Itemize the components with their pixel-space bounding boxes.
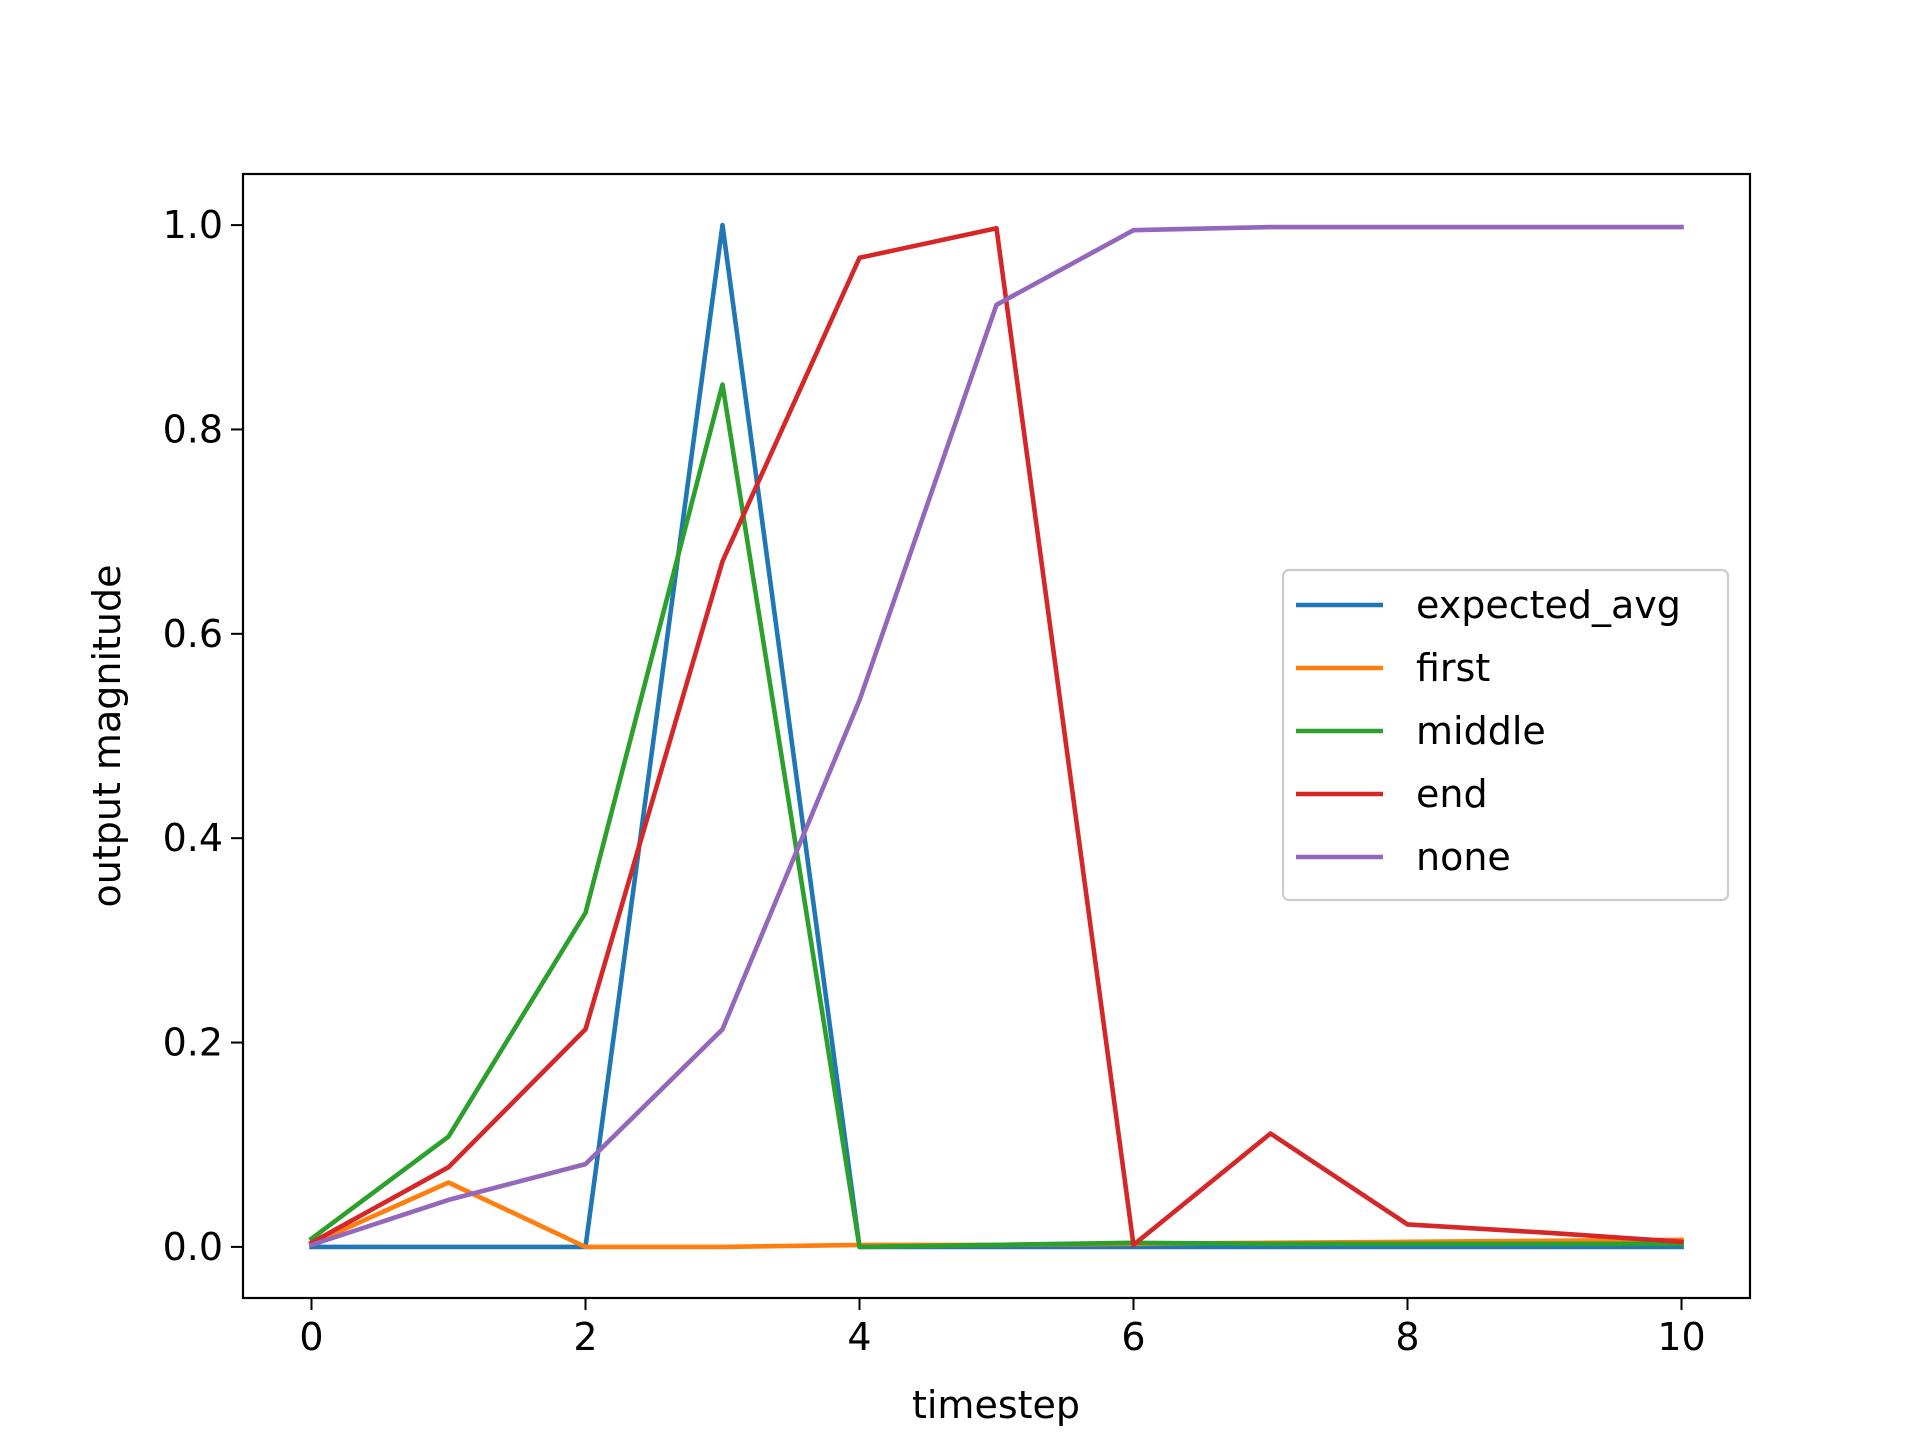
x-axis: 0 2 4 6 8 10 xyxy=(299,1298,1706,1359)
legend-label: end xyxy=(1416,772,1488,816)
x-tick-label: 0 xyxy=(299,1315,323,1359)
legend-label: first xyxy=(1416,646,1490,690)
series-line-first xyxy=(308,1180,1684,1250)
y-axis: 0.0 0.2 0.4 0.6 0.8 1.0 xyxy=(163,203,243,1269)
y-tick-label: 1.0 xyxy=(163,203,223,247)
series-line-middle xyxy=(308,382,1684,1250)
x-tick-label: 10 xyxy=(1657,1315,1705,1359)
legend-label: none xyxy=(1416,835,1511,879)
x-tick-label: 6 xyxy=(1121,1315,1145,1359)
legend-label: expected_avg xyxy=(1416,583,1681,627)
y-tick-label: 0.6 xyxy=(163,612,223,656)
x-tick-label: 4 xyxy=(847,1315,871,1359)
series-line-end xyxy=(308,225,1684,1248)
y-tick-label: 0.8 xyxy=(163,407,223,451)
legend-frame xyxy=(1281,568,1730,902)
y-tick-label: 0.0 xyxy=(163,1225,223,1269)
series-line-none xyxy=(308,224,1684,1248)
x-tick-label: 8 xyxy=(1395,1315,1419,1359)
x-axis-label: timestep xyxy=(912,1383,1080,1427)
y-axis-label: output magnitude xyxy=(85,565,129,908)
plot-area-frame xyxy=(241,172,1752,1300)
plot-lines xyxy=(308,222,1684,1250)
x-tick-label: 2 xyxy=(573,1315,597,1359)
y-tick-label: 0.2 xyxy=(163,1021,223,1065)
y-tick-label: 0.4 xyxy=(163,816,223,860)
legend-label: middle xyxy=(1416,709,1546,753)
